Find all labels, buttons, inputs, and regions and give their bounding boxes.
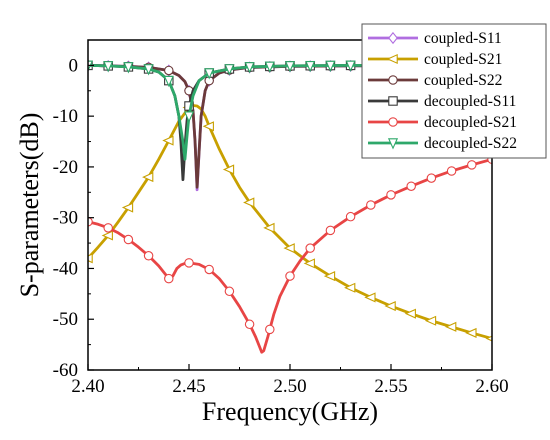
legend-marker bbox=[388, 96, 398, 106]
x-tick-label: 2.50 bbox=[273, 376, 306, 397]
legend-item: coupled-S22 bbox=[368, 72, 502, 89]
data-point bbox=[366, 200, 376, 210]
data-point bbox=[204, 68, 215, 80]
data-point bbox=[467, 160, 477, 170]
legend-label: coupled-S21 bbox=[424, 51, 502, 68]
data-point bbox=[406, 181, 416, 191]
data-point bbox=[264, 61, 275, 73]
data-point bbox=[364, 292, 376, 303]
data-point bbox=[426, 173, 437, 183]
legend-item: coupled-S21 bbox=[368, 51, 502, 68]
data-point bbox=[184, 258, 194, 268]
legend-label: decoupled-S21 bbox=[424, 114, 517, 131]
data-point bbox=[88, 253, 93, 264]
data-point bbox=[164, 273, 174, 284]
legend-box bbox=[361, 23, 547, 159]
data-point bbox=[123, 62, 134, 74]
data-point bbox=[284, 61, 296, 73]
data-point bbox=[224, 64, 235, 76]
legend-marker bbox=[388, 75, 398, 85]
data-point bbox=[446, 166, 457, 176]
y-tick-label: -50 bbox=[53, 309, 78, 330]
y-tick-label: -40 bbox=[53, 258, 78, 279]
x-axis-title: Frequency(GHz) bbox=[202, 397, 378, 426]
data-point bbox=[265, 324, 275, 335]
data-point bbox=[163, 75, 174, 88]
legend-item: decoupled-S22 bbox=[368, 135, 517, 152]
data-point bbox=[465, 327, 477, 338]
data-point bbox=[103, 223, 113, 233]
legend-item: decoupled-S11 bbox=[368, 93, 516, 110]
data-point bbox=[244, 319, 255, 330]
data-point bbox=[303, 258, 315, 269]
y-tick-label: -20 bbox=[53, 157, 78, 178]
y-axis-title: S-parameters(dB) bbox=[15, 113, 44, 298]
legend-label: coupled-S11 bbox=[424, 30, 502, 47]
y-tick-label: -30 bbox=[53, 208, 78, 229]
data-point bbox=[244, 62, 255, 74]
data-point bbox=[323, 271, 336, 282]
series-decoupled-S21 bbox=[88, 154, 492, 354]
legend-item: decoupled-S21 bbox=[368, 114, 517, 131]
data-point bbox=[123, 234, 134, 245]
x-tick-label: 2.60 bbox=[475, 376, 508, 397]
data-point bbox=[386, 190, 396, 200]
data-point bbox=[424, 315, 437, 326]
y-tick-label: -10 bbox=[53, 106, 78, 127]
axes: 2.40 2.45 2.50 2.55 2.60 0 -10 -20 -30 -40 -50 -60 bbox=[53, 39, 509, 397]
legend-label: decoupled-S22 bbox=[424, 135, 517, 152]
data-point bbox=[305, 60, 316, 73]
legend-marker bbox=[387, 138, 399, 150]
series-line bbox=[88, 63, 492, 161]
data-point bbox=[101, 230, 113, 241]
data-point bbox=[103, 61, 114, 73]
data-point bbox=[345, 211, 356, 222]
data-point bbox=[162, 135, 174, 146]
data-point bbox=[164, 65, 174, 76]
data-point bbox=[142, 172, 154, 183]
data-point bbox=[404, 308, 416, 319]
data-point bbox=[445, 321, 457, 332]
x-tick-label: 2.45 bbox=[172, 376, 205, 397]
data-point bbox=[224, 286, 235, 297]
data-point bbox=[183, 111, 195, 123]
data-point bbox=[283, 243, 295, 254]
legend-item: coupled-S11 bbox=[368, 30, 502, 47]
data-point bbox=[202, 121, 214, 132]
series-line bbox=[88, 157, 492, 354]
data-point bbox=[345, 60, 356, 72]
series-coupled-S21 bbox=[88, 102, 492, 342]
x-tick-label: 2.55 bbox=[374, 376, 407, 397]
data-point bbox=[243, 197, 255, 208]
data-point bbox=[325, 60, 336, 73]
legend-label: decoupled-S11 bbox=[424, 93, 516, 110]
data-point bbox=[285, 271, 295, 281]
y-tick-label: 0 bbox=[69, 55, 79, 76]
legend: coupled-S11 coupled-S21 coupled-S22 decoupl… bbox=[361, 23, 547, 159]
data-point bbox=[325, 225, 336, 236]
legend-marker bbox=[386, 53, 398, 65]
data-point bbox=[143, 251, 154, 261]
y-tick-label: -60 bbox=[53, 360, 78, 381]
legend-label: coupled-S22 bbox=[424, 72, 502, 89]
series-line bbox=[88, 104, 492, 340]
data-point bbox=[121, 202, 134, 213]
x-tick-label: 2.40 bbox=[71, 376, 104, 397]
data-point bbox=[263, 222, 275, 233]
data-point bbox=[222, 164, 235, 175]
data-point bbox=[143, 64, 154, 76]
data-point bbox=[204, 264, 214, 275]
data-point bbox=[305, 243, 315, 253]
legend-marker bbox=[388, 31, 398, 45]
data-point bbox=[344, 282, 356, 293]
data-point bbox=[384, 300, 396, 312]
legend-marker bbox=[388, 117, 398, 127]
